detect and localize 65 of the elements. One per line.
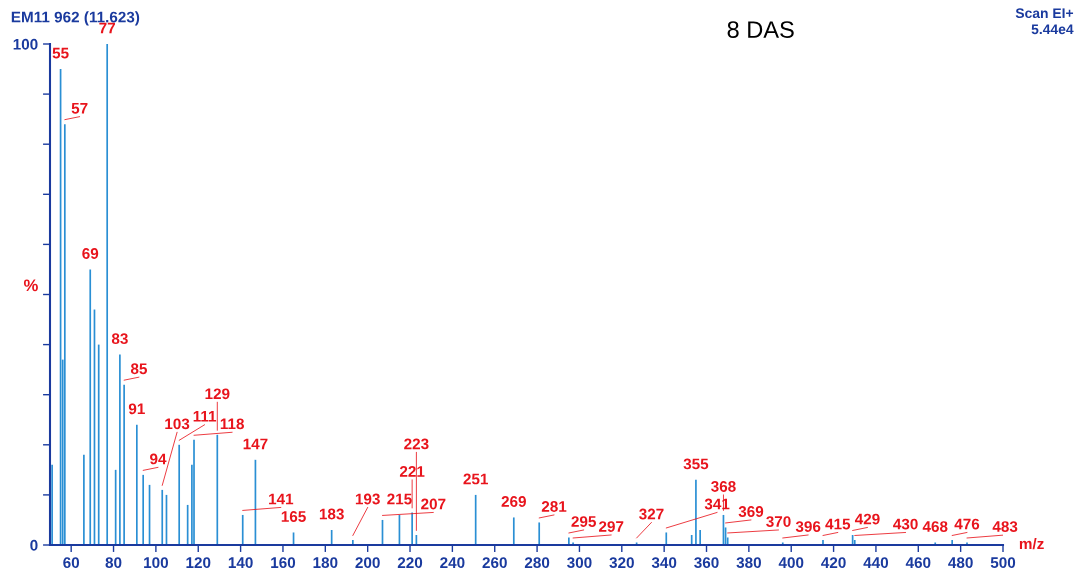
annotation: 396 (795, 521, 821, 532)
x-tick-label: 500 (990, 557, 1016, 569)
annotation: 165 (281, 511, 306, 522)
annotation: 429 (854, 513, 880, 525)
text: 5.44e4 (1031, 24, 1074, 35)
x-tick-label: 300 (567, 557, 592, 569)
annotation: 111 (193, 411, 217, 422)
x-tick-label: 260 (482, 557, 507, 569)
x-tick-label: 140 (228, 557, 253, 569)
annotation: 415 (825, 518, 851, 530)
x-tick-label: 120 (186, 557, 211, 569)
x-tick-label: 160 (271, 557, 296, 569)
x-tick-label: 420 (821, 557, 846, 569)
annotation: 368 (711, 481, 736, 492)
x-tick-label: 80 (105, 557, 122, 569)
annotation: 430 (893, 518, 918, 530)
annotation: 129 (205, 388, 230, 400)
annotation: 193 (355, 493, 380, 505)
x-tick-label: 340 (651, 557, 677, 569)
x-tick-label: 360 (694, 557, 719, 569)
y-tick-label: 0 (30, 539, 38, 551)
x-tick-label: 240 (440, 557, 465, 569)
annotation: 147 (243, 438, 268, 450)
annotation: 91 (128, 403, 145, 415)
x-tick-label: 400 (778, 557, 804, 569)
annotation: 468 (922, 521, 948, 532)
annotation: 483 (992, 521, 1018, 532)
annotation: 103 (165, 418, 190, 430)
annotation: 223 (404, 438, 429, 450)
annotation: 83 (111, 333, 128, 345)
annotation: 94 (150, 453, 167, 465)
y-axis-title: % (23, 279, 38, 292)
annotation: 55 (52, 47, 69, 59)
annotation: 369 (738, 506, 764, 517)
x-tick-label: 220 (397, 557, 423, 569)
x-tick-label: 200 (355, 557, 380, 569)
annotation: 57 (71, 102, 88, 114)
x-tick-label: 440 (863, 557, 889, 569)
chart-title: 8 DAS (727, 21, 794, 38)
annotation: 476 (954, 518, 980, 530)
annotation: 183 (319, 508, 344, 520)
annotation: 69 (82, 248, 99, 259)
x-tick-label: 280 (524, 557, 550, 569)
x-tick-label: 320 (609, 557, 634, 569)
text: Scan EI+ (1015, 8, 1074, 19)
annotation: 269 (501, 496, 526, 507)
annotation: 370 (766, 516, 791, 527)
x-tick-label: 100 (144, 557, 169, 569)
annotation: 251 (463, 473, 488, 485)
annotation: 297 (599, 521, 624, 532)
x-tick-label: 380 (736, 557, 761, 569)
x-axis-title: m/z (1019, 537, 1044, 550)
x-tick-label: 180 (313, 557, 338, 569)
annotation: 215 (387, 493, 412, 505)
annotation: 207 (421, 498, 446, 510)
x-tick-label: 460 (905, 557, 931, 569)
x-tick-label: 480 (948, 557, 973, 569)
annotation: 281 (541, 501, 567, 512)
annotation: 118 (220, 418, 244, 430)
annotation: 355 (683, 458, 709, 470)
x-tick-label: 60 (63, 557, 80, 569)
annotation: 295 (571, 516, 596, 527)
annotation: 85 (130, 363, 148, 375)
annotation: 327 (639, 508, 664, 520)
annotation: 141 (269, 493, 294, 505)
